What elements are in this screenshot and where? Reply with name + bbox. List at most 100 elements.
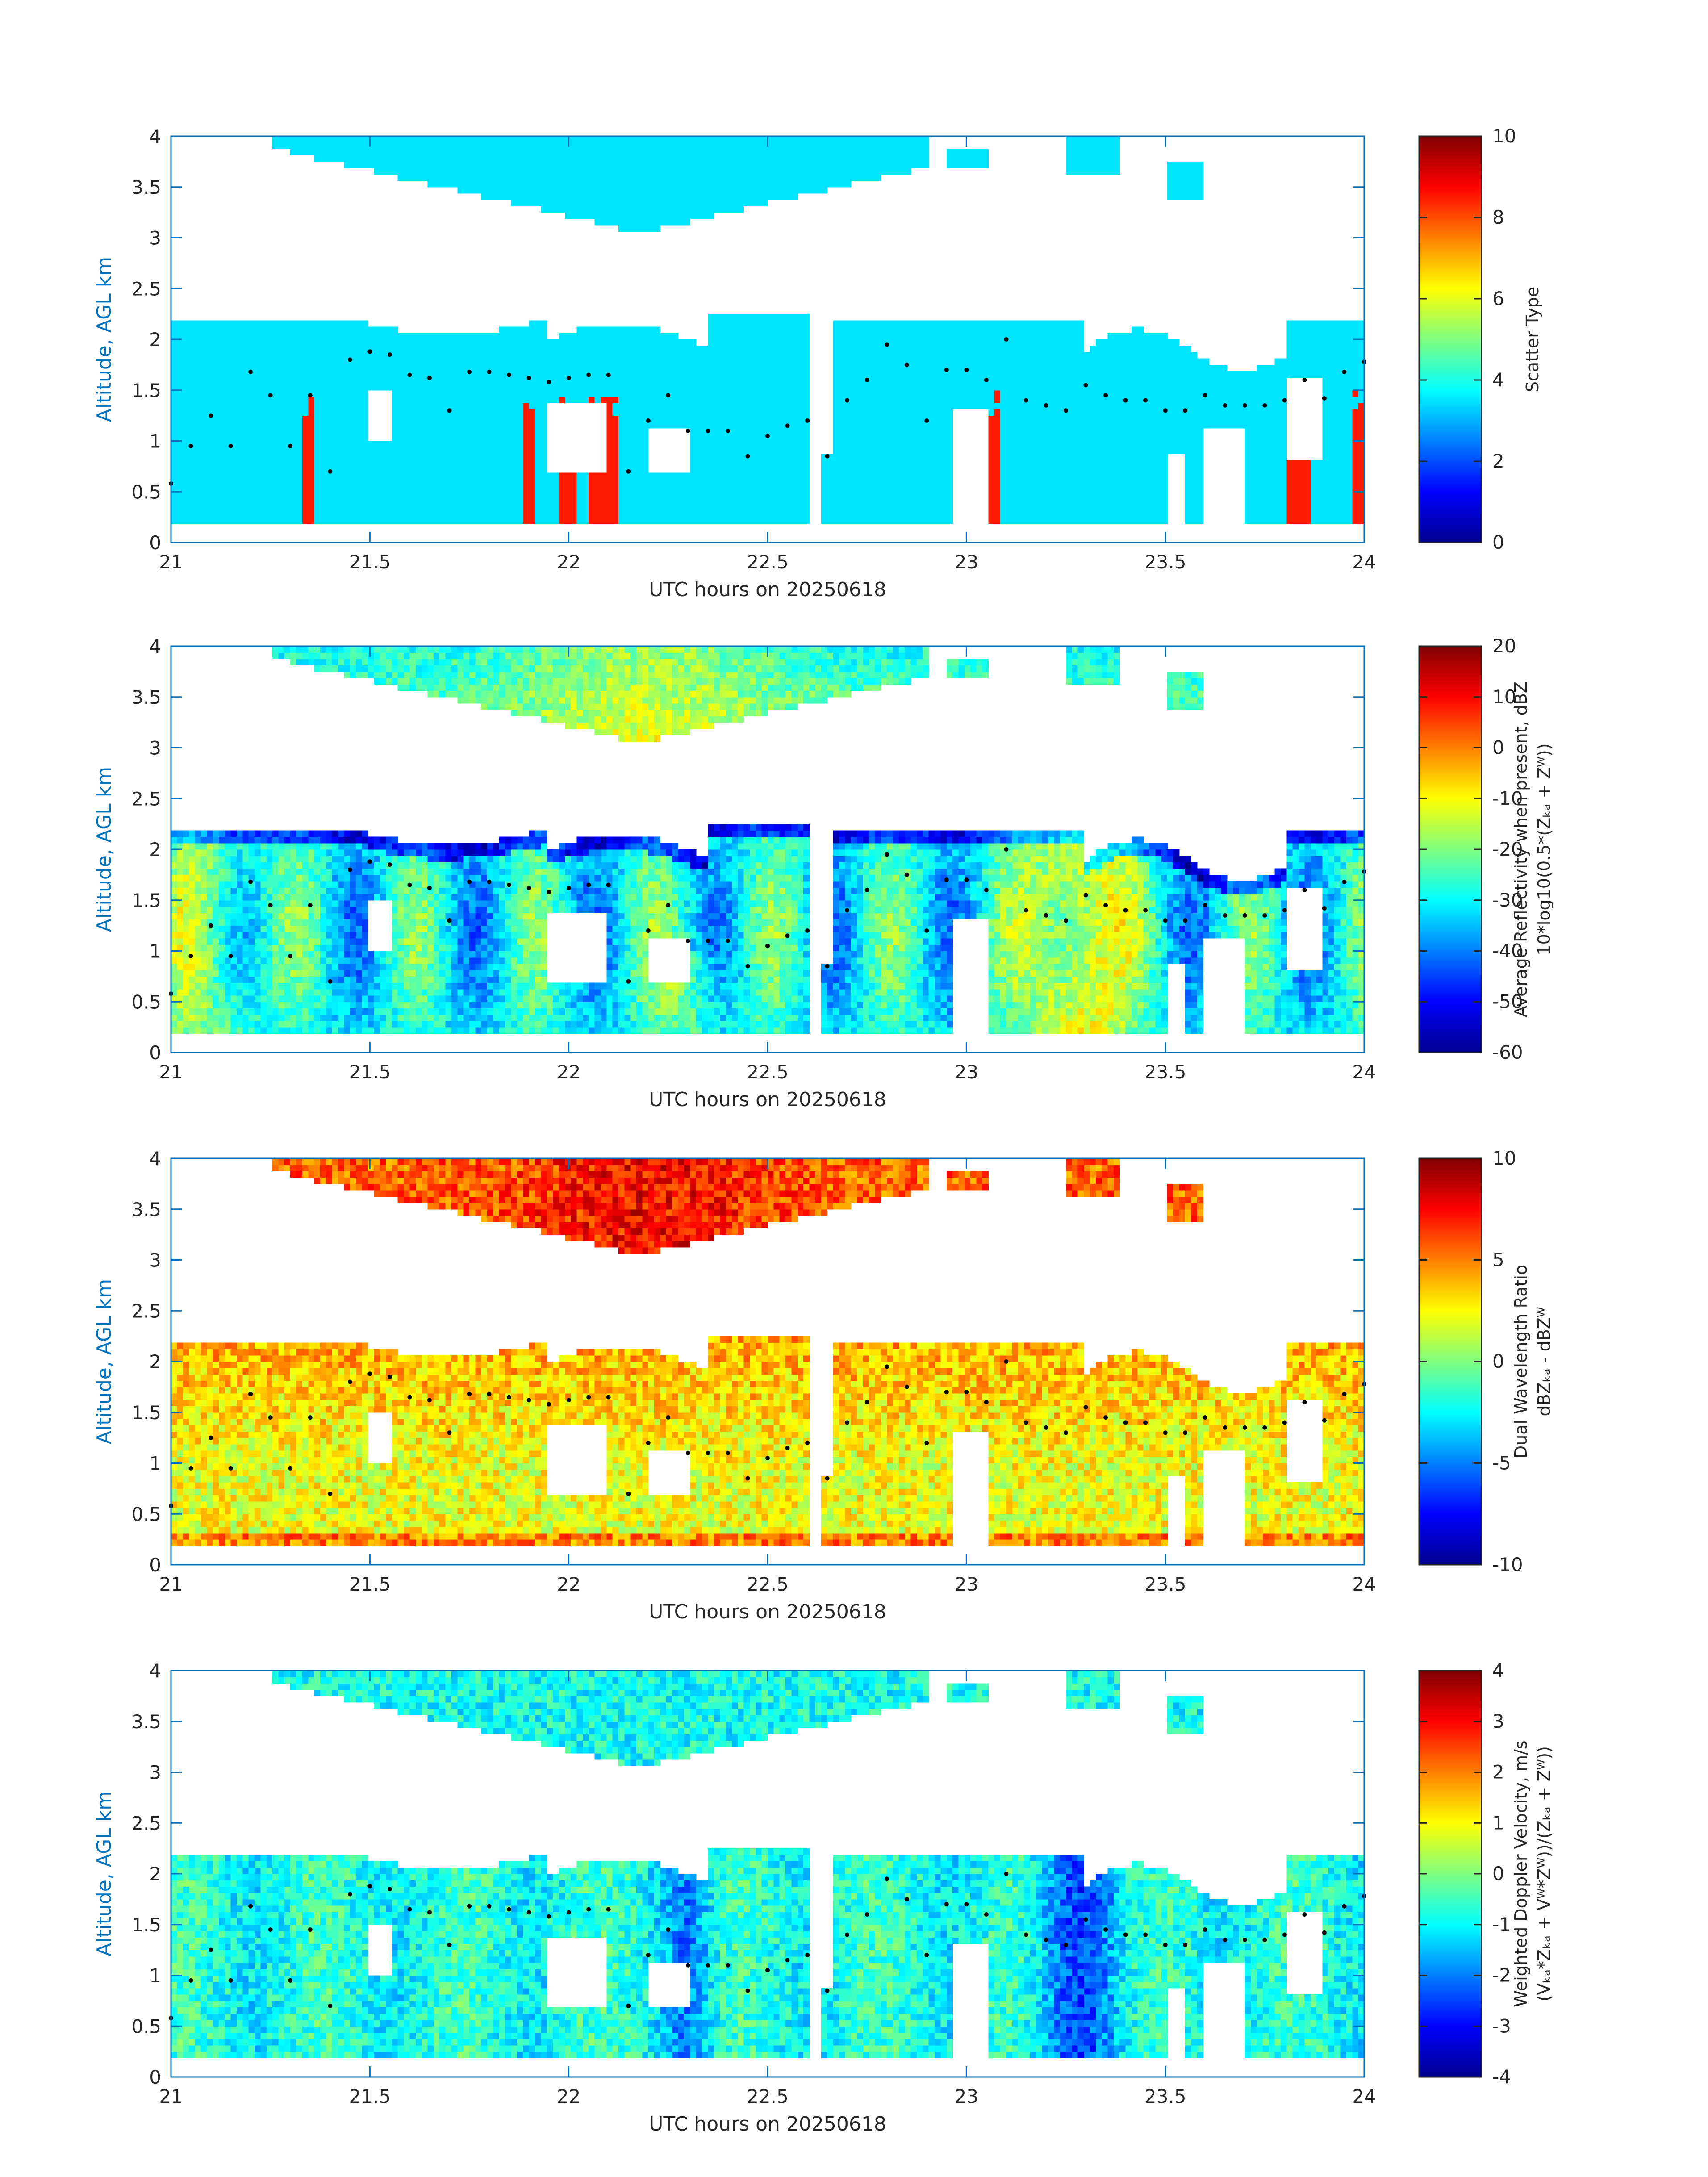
heatmap-cell [314,466,321,473]
heatmap-cell [952,333,959,340]
heatmap-cell [606,333,613,340]
heatmap-cell [976,364,983,372]
heatmap-cell [642,504,649,511]
heatmap-cell [875,346,881,352]
heatmap-cell [731,168,738,175]
heatmap-cell [171,403,177,409]
heatmap-cell [935,415,941,422]
heatmap-cell [690,485,697,492]
heatmap-cell [230,435,237,442]
heatmap-cell [529,409,535,416]
heatmap-cell [171,371,177,378]
heatmap-cell [678,472,685,480]
heatmap-cell [720,364,727,372]
heatmap-cell [988,504,995,511]
heatmap-cell [648,371,655,378]
heatmap-cell [863,161,869,168]
heatmap-cell [905,384,911,391]
heatmap-cell [923,390,929,397]
heatmap-cell [547,193,553,200]
heatmap-cell [326,492,333,499]
heatmap-cell [451,339,458,346]
heatmap-cell [761,415,768,422]
heatmap-cell [935,460,941,467]
heatmap-cell [773,510,780,518]
heatmap-cell [612,364,619,372]
heatmap-cell [248,504,255,511]
heatmap-cell [696,504,702,511]
heatmap-cell [773,136,780,143]
heatmap-cell [350,149,356,156]
heatmap-cell [386,346,392,352]
heatmap-cell [946,504,953,511]
heatmap-cell [171,339,177,346]
heatmap-cell [797,364,804,372]
heatmap-cell [582,346,589,352]
heatmap-cell [726,435,732,442]
heatmap-cell [445,447,452,454]
heatmap-cell [648,326,655,334]
heatmap-cell [576,168,583,175]
heatmap-cell [869,403,876,409]
heatmap-cell [195,326,201,334]
heatmap-cell [422,504,428,511]
heatmap-cell [374,510,380,518]
heatmap-cell [296,466,303,473]
heatmap-cell [332,149,338,156]
heatmap-cell [433,435,440,442]
heatmap-cell [439,397,446,403]
heatmap-cell [320,492,326,499]
heatmap-cell [338,517,345,524]
heatmap-cell [207,346,213,352]
heatmap-cell [678,492,685,499]
heatmap-cell [195,504,201,511]
heatmap-cell [809,187,816,194]
heatmap-cell [738,403,744,409]
heatmap-cell [714,161,720,168]
heatmap-cell [427,136,434,143]
heatmap-cell [917,517,923,524]
heatmap-cell [320,453,326,460]
heatmap-cell [738,498,744,505]
heatmap-cell [696,510,702,518]
heatmap-cell [928,441,935,448]
heatmap-cell [415,142,422,149]
heatmap-cell [749,142,756,149]
heatmap-cell [797,447,804,454]
heatmap-cell [672,492,679,499]
heatmap-cell [308,397,315,403]
heatmap-cell [475,453,482,460]
heatmap-cell [898,384,905,391]
heatmap-cell [749,460,756,467]
heatmap-cell [964,333,971,340]
heatmap-cell [517,390,523,397]
heatmap-cell [857,352,864,359]
heatmap-cell [940,403,947,409]
heatmap-cell [881,142,887,149]
heatmap-cell [743,403,750,409]
heatmap-cell [678,364,685,372]
heatmap-cell [791,377,798,384]
heatmap-cell [678,498,685,505]
heatmap-cell [720,326,727,334]
heatmap-cell [910,466,917,473]
heatmap-cell [833,409,839,416]
heatmap-cell [374,352,380,359]
heatmap-cell [439,358,446,365]
heatmap-cell [511,517,518,524]
heatmap-cell [935,339,941,346]
heatmap-cell [469,149,476,156]
heatmap-cell [827,517,834,524]
heatmap-cell [875,339,881,346]
heatmap-cell [863,358,869,365]
heatmap-cell [356,428,363,435]
heatmap-cell [207,441,213,448]
heatmap-cell [875,397,881,403]
heatmap-cell [326,441,333,448]
heatmap-cell [761,517,768,524]
heatmap-cell [427,364,434,372]
heatmap-cell [708,409,714,416]
heatmap-cell [296,510,303,518]
heatmap-cell [559,364,565,372]
heatmap-cell [672,187,679,194]
